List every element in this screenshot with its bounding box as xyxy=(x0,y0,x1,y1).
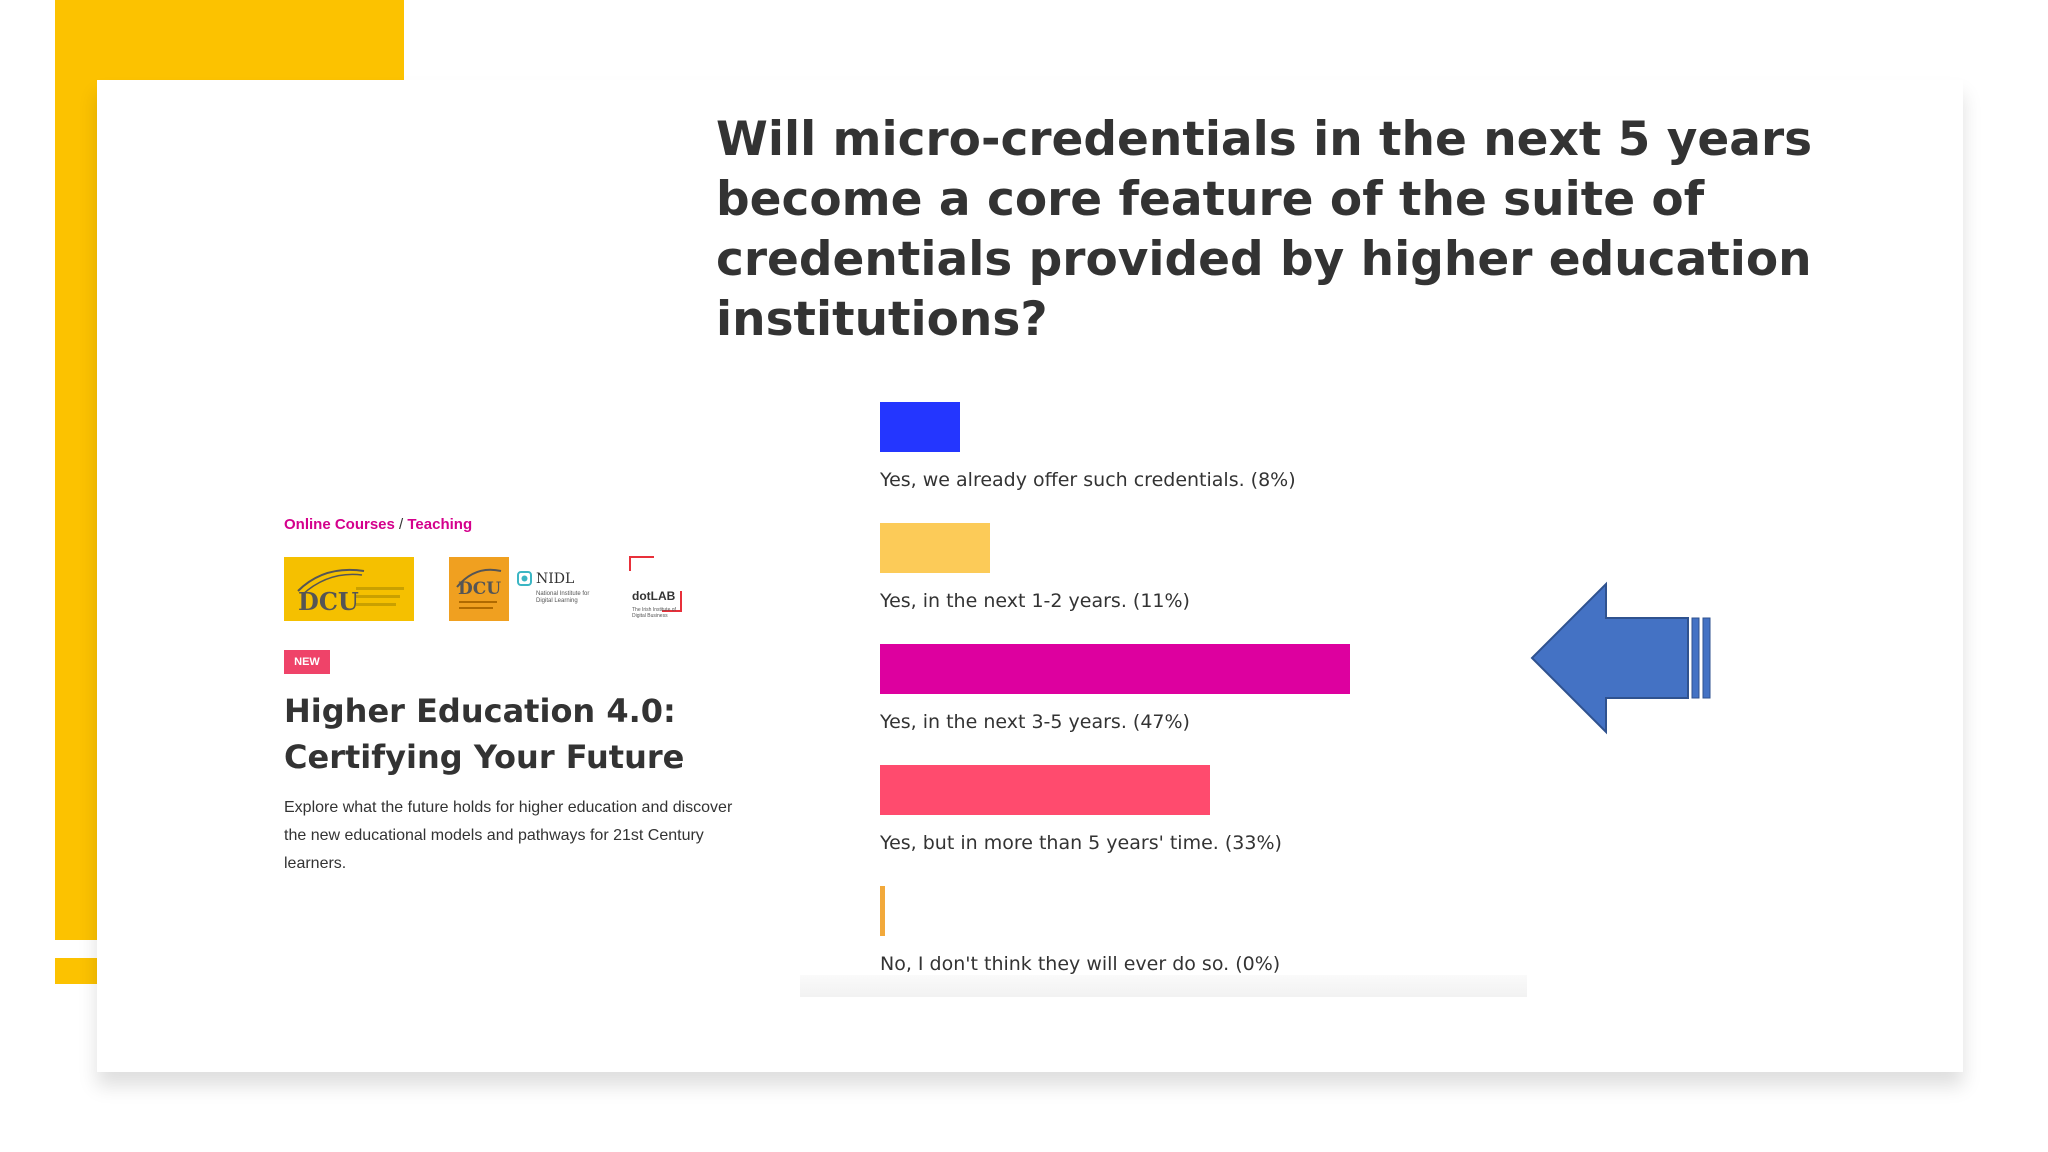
dotlab-logo-subtitle: The Irish Institute of Digital Business xyxy=(632,607,676,619)
dcu-logo: DCU xyxy=(284,557,414,621)
dotlab-frame-icon xyxy=(629,556,682,612)
arrow-shape xyxy=(1530,581,1689,735)
arrow-stripe xyxy=(1702,617,1711,699)
nidl-icon xyxy=(517,571,532,586)
nidl-logo-subtitle: National Institute for Digital Learning xyxy=(536,591,590,604)
poll-bar-3 xyxy=(880,644,1350,694)
poll-base-strip xyxy=(800,975,1527,997)
dcu-small-logo-text: DCU xyxy=(458,579,502,599)
poll-option-label-2: Yes, in the next 1-2 years. (11%) xyxy=(880,590,1190,612)
new-badge: NEW xyxy=(284,650,330,674)
poll-bar-2 xyxy=(880,523,990,573)
dcu-logo-text: DCU xyxy=(298,587,359,616)
decor-yellow-tab xyxy=(55,958,97,984)
dotlab-logo-text: dotLAB xyxy=(632,589,676,603)
poll-option-label-1: Yes, we already offer such credentials. … xyxy=(880,469,1296,491)
poll-bar-5 xyxy=(880,886,885,936)
arrow-stripe xyxy=(1691,617,1700,699)
nidl-logo: NIDL National Institute for Digital Lear… xyxy=(516,565,601,615)
left-arrow-icon xyxy=(1530,581,1711,735)
dcu-swoosh-icon xyxy=(297,568,404,606)
poll-bar-4 xyxy=(880,765,1210,815)
poll-question: Will micro-credentials in the next 5 yea… xyxy=(716,112,1813,347)
breadcrumb-separator: / xyxy=(399,516,404,533)
nidl-logo-text: NIDL xyxy=(536,571,575,587)
dcu-small-swoosh-icon xyxy=(456,568,502,609)
poll-results-chart: Yes, we already offer such credentials. … xyxy=(880,402,1350,975)
decor-yellow-bar xyxy=(55,0,97,940)
dotlab-logo: dotLAB The Irish Institute of Digital Bu… xyxy=(628,555,683,621)
course-description: Explore what the future holds for higher… xyxy=(284,799,733,872)
poll-bar-1 xyxy=(880,402,960,452)
breadcrumb: Online Courses / Teaching xyxy=(284,516,472,533)
breadcrumb-teaching[interactable]: Teaching xyxy=(407,516,473,533)
poll-option-label-4: Yes, but in more than 5 years' time. (33… xyxy=(880,832,1282,854)
poll-option-label-5: No, I don't think they will ever do so. … xyxy=(880,953,1280,975)
breadcrumb-online-courses[interactable]: Online Courses xyxy=(284,516,395,533)
course-title[interactable]: Higher Education 4.0: Certifying Your Fu… xyxy=(284,692,685,776)
poll-option-label-3: Yes, in the next 3-5 years. (47%) xyxy=(880,711,1190,733)
dcu-logo-small: DCU xyxy=(449,557,509,621)
decor-yellow-block xyxy=(55,0,404,80)
